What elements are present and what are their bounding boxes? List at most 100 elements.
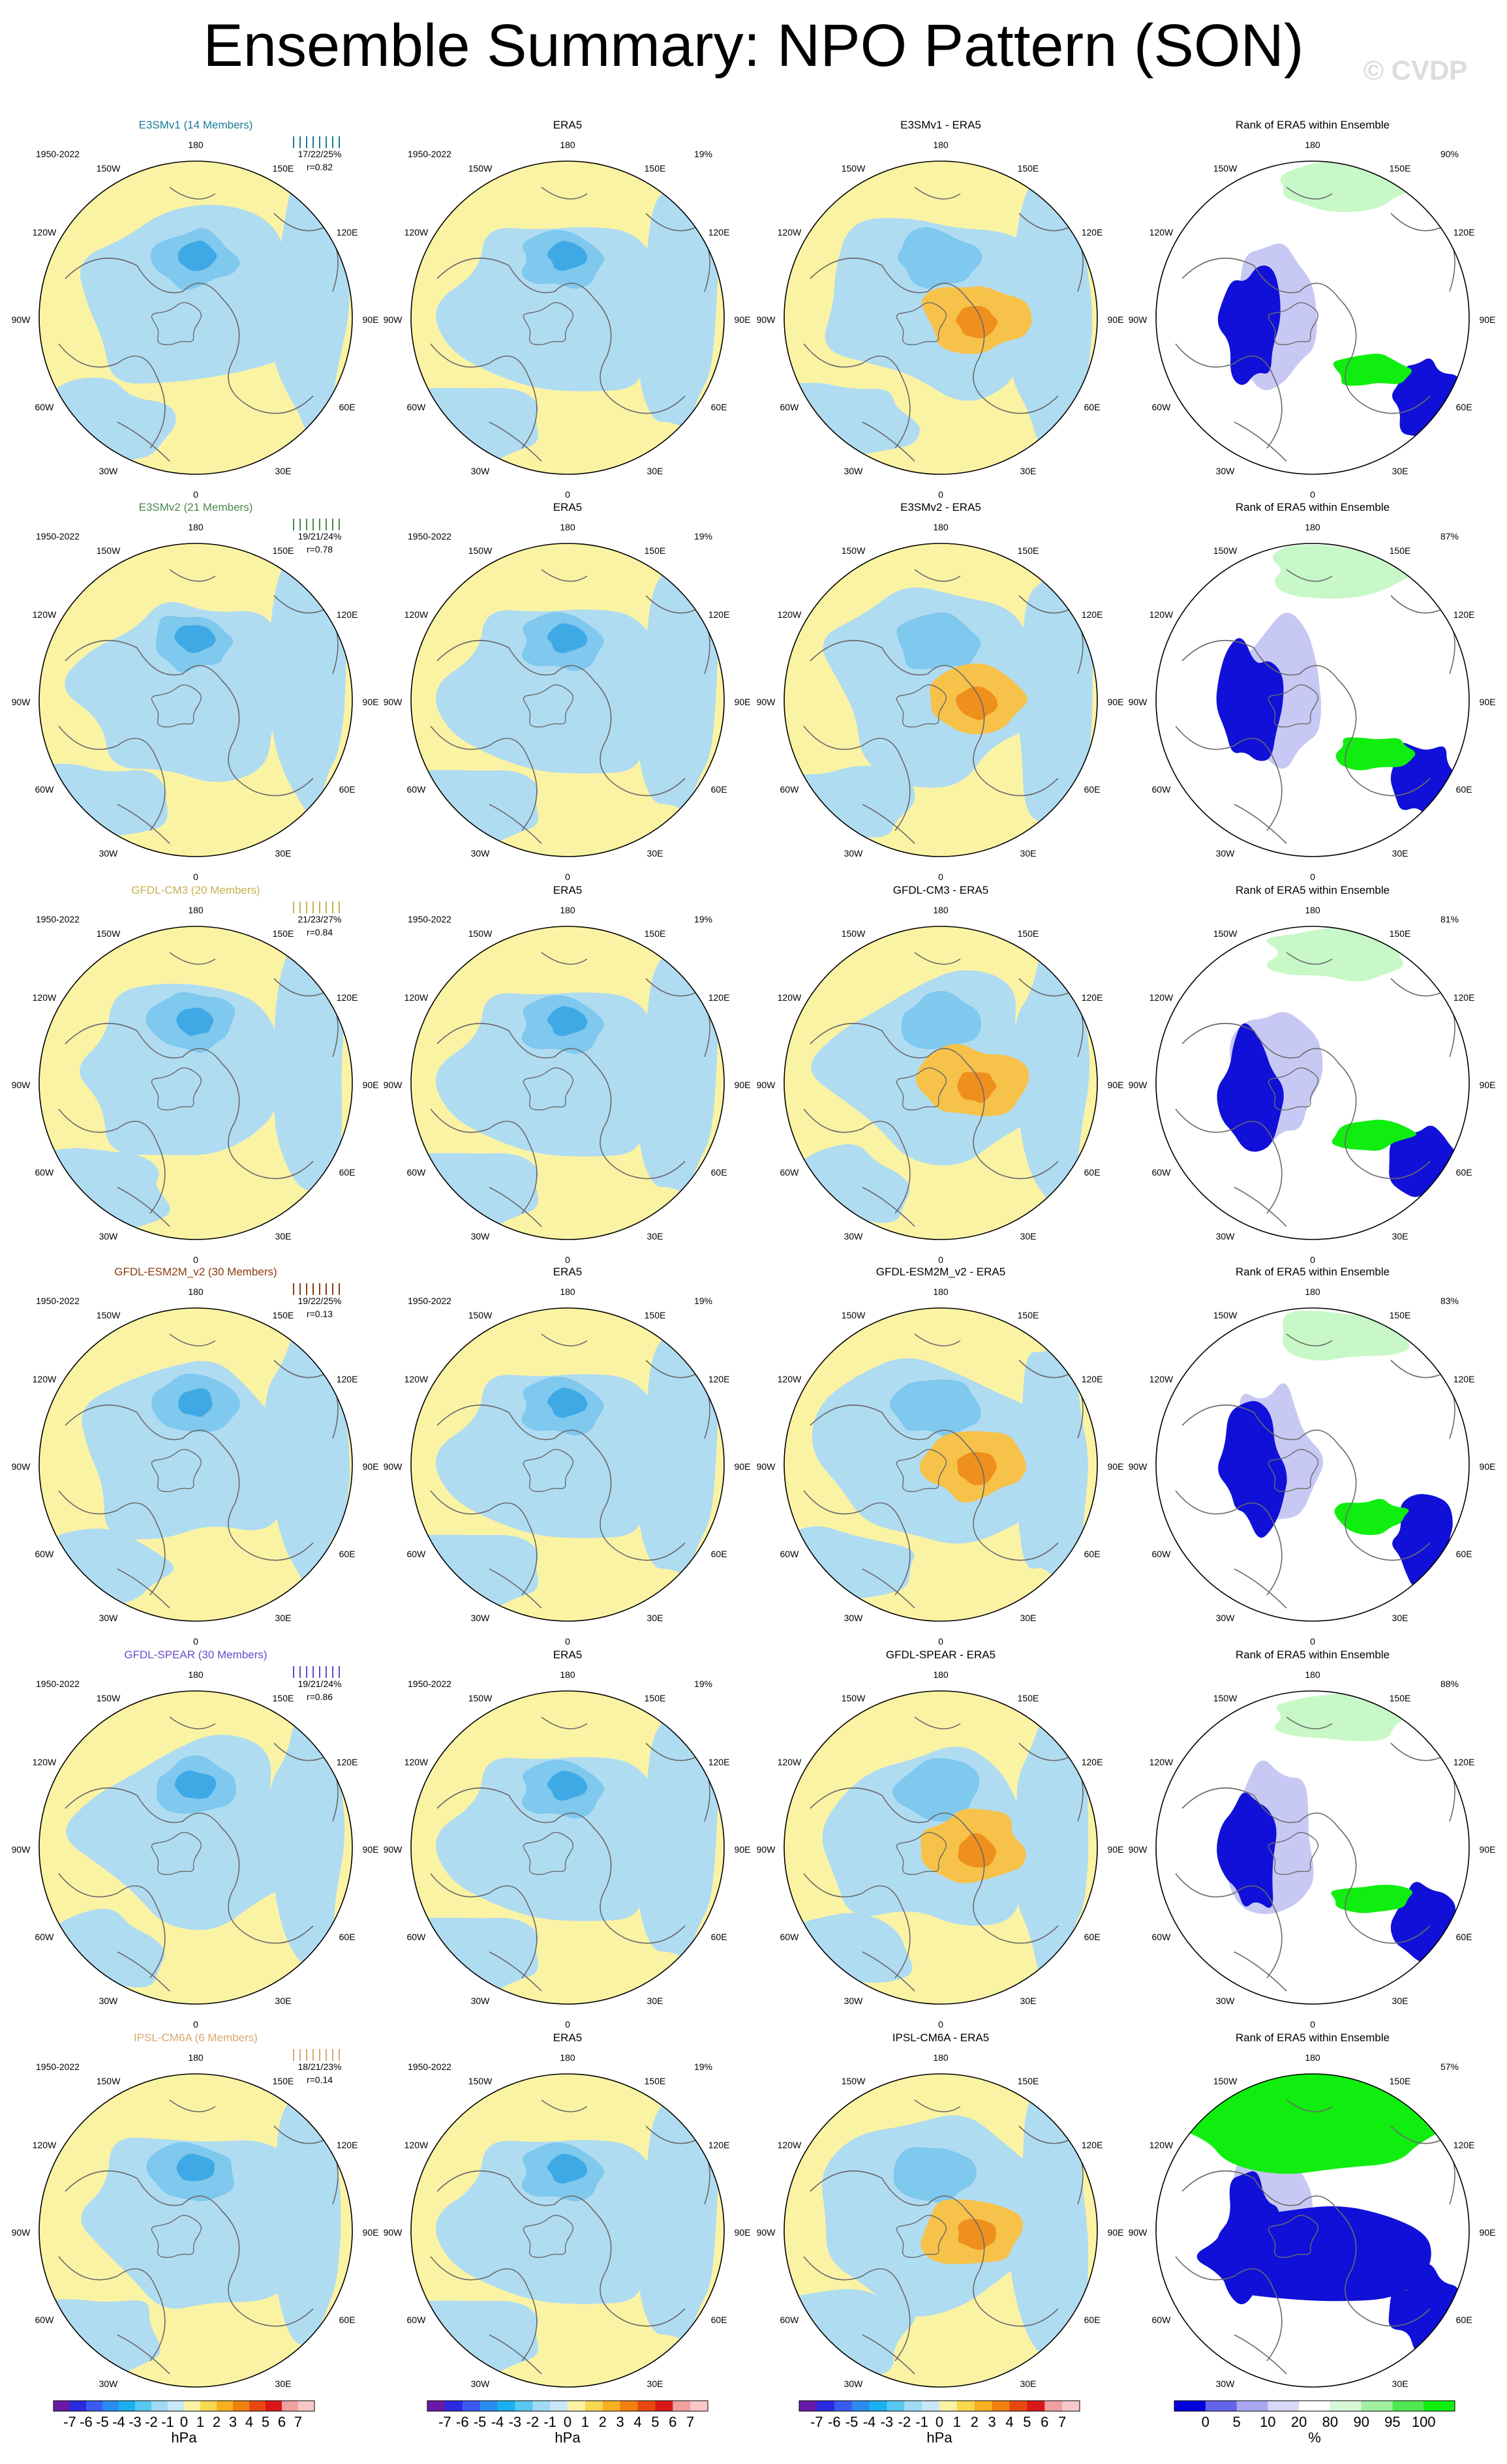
longitude-label: 90E: [735, 1080, 751, 1090]
longitude-label: 0: [565, 2019, 570, 2030]
rank-title: Rank of ERA5 within Ensemble: [1236, 1266, 1390, 1278]
longitude-label: 150E: [273, 545, 294, 556]
longitude-label: 120E: [1082, 609, 1103, 620]
negative-area: [39, 1148, 170, 1230]
longitude-label: 180: [1305, 522, 1320, 532]
longitude-label: 180: [1305, 140, 1320, 150]
colorbar-tick-label: -1: [915, 2414, 928, 2430]
negative-area-strong: [892, 1758, 980, 1822]
map-border: [38, 1307, 353, 1622]
longitude-label: 60W: [407, 1932, 427, 1942]
member-spread-ticks: [293, 1283, 340, 1295]
longitude-label: 90E: [735, 697, 751, 707]
greenland-outline: [523, 1832, 574, 1876]
longitude-label: 60W: [407, 1549, 427, 1559]
longitude-label: 60W: [780, 784, 800, 795]
colorbar-segment: [184, 2401, 201, 2411]
longitude-label: 150W: [842, 545, 866, 556]
colorbar-segment: [427, 2401, 446, 2411]
positive-core: [957, 1072, 998, 1103]
longitude-label: 0: [565, 872, 570, 882]
longitude-label: 120E: [337, 1374, 358, 1384]
rank-percent-label: 87%: [1440, 531, 1459, 541]
longitude-label: 150W: [468, 928, 493, 939]
negative-core: [547, 1388, 588, 1418]
longitude-label: 150E: [1390, 545, 1411, 556]
colorbar-tick-label: 90: [1353, 2414, 1369, 2430]
longitude-label: 150W: [468, 545, 493, 556]
greenland-outline: [896, 302, 947, 346]
period-label: 1950-2022: [36, 1679, 80, 1689]
longitude-label: 150E: [1018, 1310, 1039, 1320]
colorbar-segment: [887, 2401, 905, 2411]
colorbar-segment: [515, 2401, 533, 2411]
map-fill: [784, 1691, 1097, 2004]
map-border: [1155, 160, 1470, 475]
longitude-label: 0: [938, 1255, 943, 1265]
negative-core: [177, 240, 219, 271]
rank-title: Rank of ERA5 within Ensemble: [1236, 119, 1390, 131]
colorbar-tick-label: -3: [881, 2414, 894, 2430]
colorbar-segment: [102, 2401, 119, 2411]
member-spread-ticks: [293, 2049, 340, 2061]
longitude-label: 0: [193, 872, 198, 882]
longitude-label: 30W: [1216, 848, 1236, 859]
greenland-outline: [151, 2215, 202, 2259]
colorbar-tick-label: -5: [474, 2414, 487, 2430]
negative-area-strong: [896, 612, 983, 669]
longitude-label: 150W: [1213, 163, 1238, 174]
map-border: [410, 160, 725, 475]
era5-title: ERA5: [553, 501, 582, 513]
colorbar-tick-label: 1: [953, 2414, 961, 2430]
longitude-label: 60W: [780, 1549, 800, 1559]
colorbar-tick-label: 10: [1260, 2414, 1275, 2430]
longitude-label: 60W: [35, 1932, 55, 1942]
longitude-label: 30E: [275, 466, 292, 476]
colorbar-tick-label: -4: [112, 2414, 125, 2430]
longitude-label: 120W: [404, 1374, 429, 1384]
longitude-label: 150E: [1018, 163, 1039, 174]
longitude-label: 150E: [1390, 2076, 1411, 2086]
map-era5: 180 150E 120E 90E 60E 30E 0 30W 60W 90W 120W 150W: [384, 905, 751, 1265]
longitude-label: 30W: [1216, 1996, 1236, 2006]
negative-area-strong: [889, 1379, 982, 1437]
colorbar-segment: [939, 2401, 958, 2411]
longitude-label: 120E: [1082, 227, 1103, 237]
longitude-label: 150E: [645, 1310, 666, 1320]
negative-area: [435, 992, 660, 1157]
map-fill: [1156, 543, 1469, 857]
colorbar-segment: [956, 2401, 975, 2411]
longitude-label: 180: [188, 1669, 204, 1680]
longitude-label: 30E: [1392, 848, 1408, 859]
longitude-label: 180: [188, 1286, 204, 1297]
longitude-label: 30E: [1020, 2379, 1037, 2389]
greenland-outline: [896, 1067, 947, 1111]
longitude-label: 30W: [99, 466, 119, 476]
longitude-label: 90E: [735, 1844, 751, 1855]
longitude-label: 0: [938, 1636, 943, 1647]
longitude-label: 90W: [757, 1461, 776, 1472]
longitude-label: 150E: [273, 2076, 294, 2086]
greenland-outline: [1268, 1832, 1319, 1876]
map-fill: [39, 2074, 352, 2387]
map-model: 180 150E 120E 90E 60E 30E 0 30W 60W 90W 120W 150W: [12, 905, 379, 1265]
colorbar-segment: [585, 2401, 603, 2411]
map-border: [784, 2073, 1098, 2388]
map-border: [38, 160, 353, 475]
colorbar-tick-label: -7: [63, 2414, 76, 2430]
colorbar-segment: [233, 2401, 250, 2411]
longitude-label: 150E: [645, 2076, 666, 2086]
longitude-label: 180: [933, 522, 949, 532]
colorbar-segment: [1299, 2401, 1331, 2411]
longitude-label: 90E: [1108, 1080, 1124, 1090]
longitude-label: 30W: [1216, 1613, 1236, 1623]
longitude-label: 90W: [384, 697, 403, 707]
longitude-label: 90W: [12, 314, 31, 325]
greenland-outline: [896, 684, 947, 728]
map-fill: [39, 1691, 352, 2004]
colorbar-tick-label: -5: [96, 2414, 109, 2430]
longitude-label: 120W: [33, 1757, 57, 1767]
negative-area: [1014, 568, 1093, 827]
map-fill: [411, 1691, 724, 2004]
greenland-outline: [523, 1449, 574, 1493]
